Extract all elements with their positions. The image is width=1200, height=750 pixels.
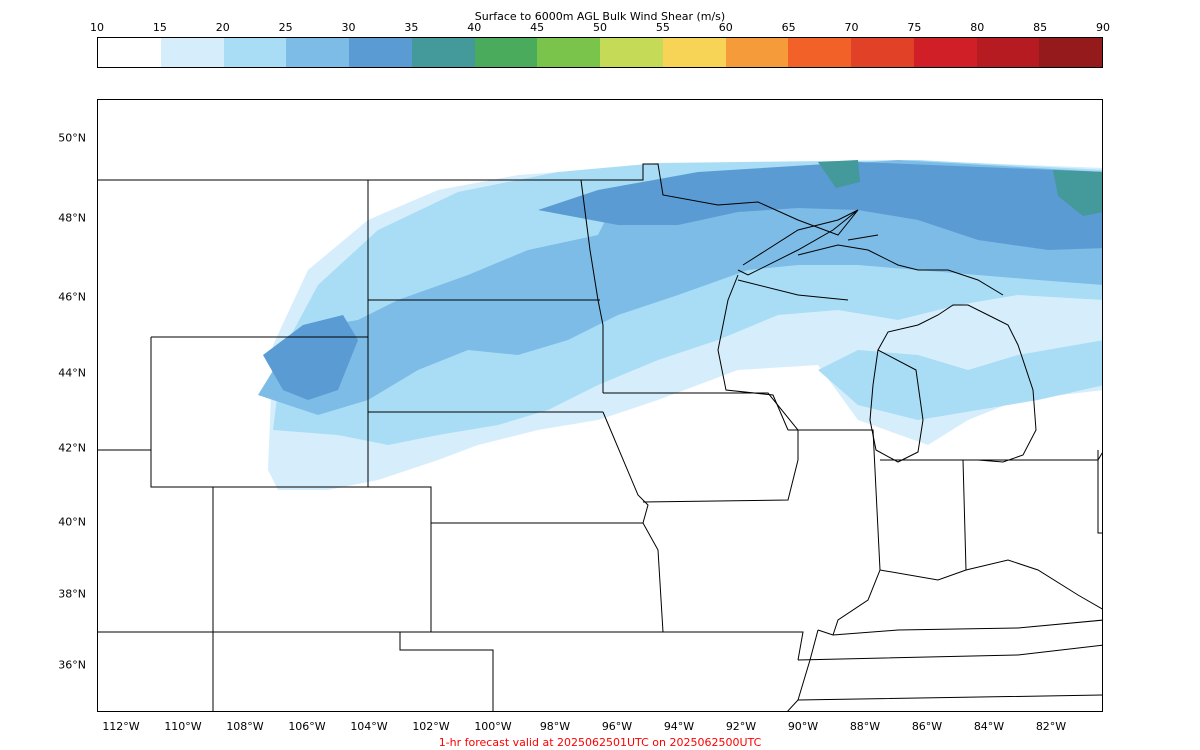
latitude-label: 36°N [58, 658, 86, 672]
colorbar-swatch [98, 38, 161, 67]
indiana [879, 459, 967, 581]
latitude-label: 38°N [58, 587, 86, 601]
ohio [963, 450, 1102, 534]
map-panel [97, 99, 1103, 712]
shear-band-25-30 [258, 160, 1102, 415]
longitude-label: 88°W [849, 720, 881, 733]
michigan-lp [877, 304, 1037, 463]
colorbar-tick-label: 35 [404, 21, 419, 34]
longitude-label: 96°W [601, 720, 633, 733]
colorbar-tick-label: 25 [278, 21, 293, 34]
colorbar-tick-label: 45 [530, 21, 545, 34]
colorbar-tick-label: 60 [718, 21, 733, 34]
colorbar-swatch [725, 38, 789, 67]
wisconsin [717, 274, 849, 431]
colorbar-tick-label: 75 [907, 21, 922, 34]
colorbar-swatch [537, 38, 600, 67]
longitude-label: 106°W [288, 720, 326, 733]
colorbar-swatch [223, 38, 287, 67]
colorbar-tick-label: 90 [1096, 21, 1110, 34]
colorbar-tick-label: 85 [1033, 21, 1048, 34]
longitude-label: 108°W [226, 720, 264, 733]
lake-superior [742, 209, 879, 266]
iowa [603, 392, 799, 503]
colorbar [97, 37, 1103, 68]
latitude-label: 48°N [58, 211, 86, 225]
longitude-label: 98°W [539, 720, 571, 733]
kentucky [832, 559, 1102, 636]
kansas [430, 523, 663, 633]
colorbar-swatch [600, 38, 663, 67]
map-canvas [98, 160, 1102, 711]
colorbar-tick-label: 80 [970, 21, 985, 34]
colorbar-tick-label: 30 [341, 21, 356, 34]
tennessee [797, 644, 1102, 701]
longitude-label: 100°W [474, 720, 512, 733]
colorbar-swatch [349, 38, 412, 67]
colorbar-swatch [788, 38, 851, 67]
forecast-valid-time: 1-hr forecast valid at 2025062501UTC on … [438, 736, 762, 749]
latitude-label: 46°N [58, 290, 86, 304]
missouri [642, 522, 804, 661]
colorbar-tick-label: 20 [215, 21, 230, 34]
shear-band-35-40 [1053, 170, 1102, 216]
colorado [212, 487, 494, 711]
shear-band-30-35-plains [263, 315, 358, 400]
colorbar-tick-label: 40 [467, 21, 482, 34]
colorbar-title: Surface to 6000m AGL Bulk Wind Shear (m/… [474, 10, 726, 23]
latitude-label: 44°N [58, 366, 86, 380]
longitude-label: 104°W [350, 720, 388, 733]
colorbar-tick-label: 55 [655, 21, 670, 34]
illinois [788, 429, 881, 636]
boundaries-layer [98, 163, 1102, 711]
lake-michigan-west [869, 349, 924, 463]
shear-band-30-35 [538, 162, 1102, 250]
longitude-label: 84°W [973, 720, 1005, 733]
shear-fill-layer [258, 160, 1102, 490]
colorbar-swatch [411, 38, 475, 67]
shear-band-35-40-northwest [818, 160, 860, 188]
colorbar-tick-label: 50 [593, 21, 607, 34]
colorbar-swatch [474, 38, 538, 67]
wyoming [98, 336, 368, 488]
colorbar-ticks: 10 15 20 25 30 35 40 45 50 55 60 65 70 75 80 85 90 [90, 21, 1110, 35]
latitude-label: 50°N [58, 131, 86, 145]
colorbar-tick-label: 15 [152, 21, 167, 34]
shear-band-20-25-iowa [818, 340, 1102, 420]
colorbar-tick-label: 70 [844, 21, 859, 34]
longitude-label: 90°W [787, 720, 819, 733]
latitude-label: 40°N [58, 515, 86, 529]
colorbar-swatch [286, 38, 349, 67]
colorbar-swatch [851, 38, 914, 67]
longitude-label: 110°W [164, 720, 202, 733]
colorbar-swatch [913, 38, 977, 67]
longitude-label: 82°W [1035, 720, 1067, 733]
longitude-label: 102°W [412, 720, 450, 733]
us-canada-border [98, 163, 859, 276]
colorbar-swatch [662, 38, 726, 67]
colorbar-swatch [976, 38, 1040, 67]
colorbar-tick-label: 10 [90, 21, 104, 34]
longitude-label: 94°W [663, 720, 695, 733]
michigan-up [797, 244, 1004, 296]
colorbar-swatch [160, 38, 224, 67]
longitude-label: 92°W [725, 720, 757, 733]
colorbar-tick-label: 65 [781, 21, 796, 34]
longitude-label: 112°W [102, 720, 140, 733]
mississippi-river [787, 629, 819, 711]
latitude-label: 42°N [58, 441, 86, 455]
longitude-label: 86°W [911, 720, 943, 733]
colorbar-swatch [1039, 38, 1102, 67]
